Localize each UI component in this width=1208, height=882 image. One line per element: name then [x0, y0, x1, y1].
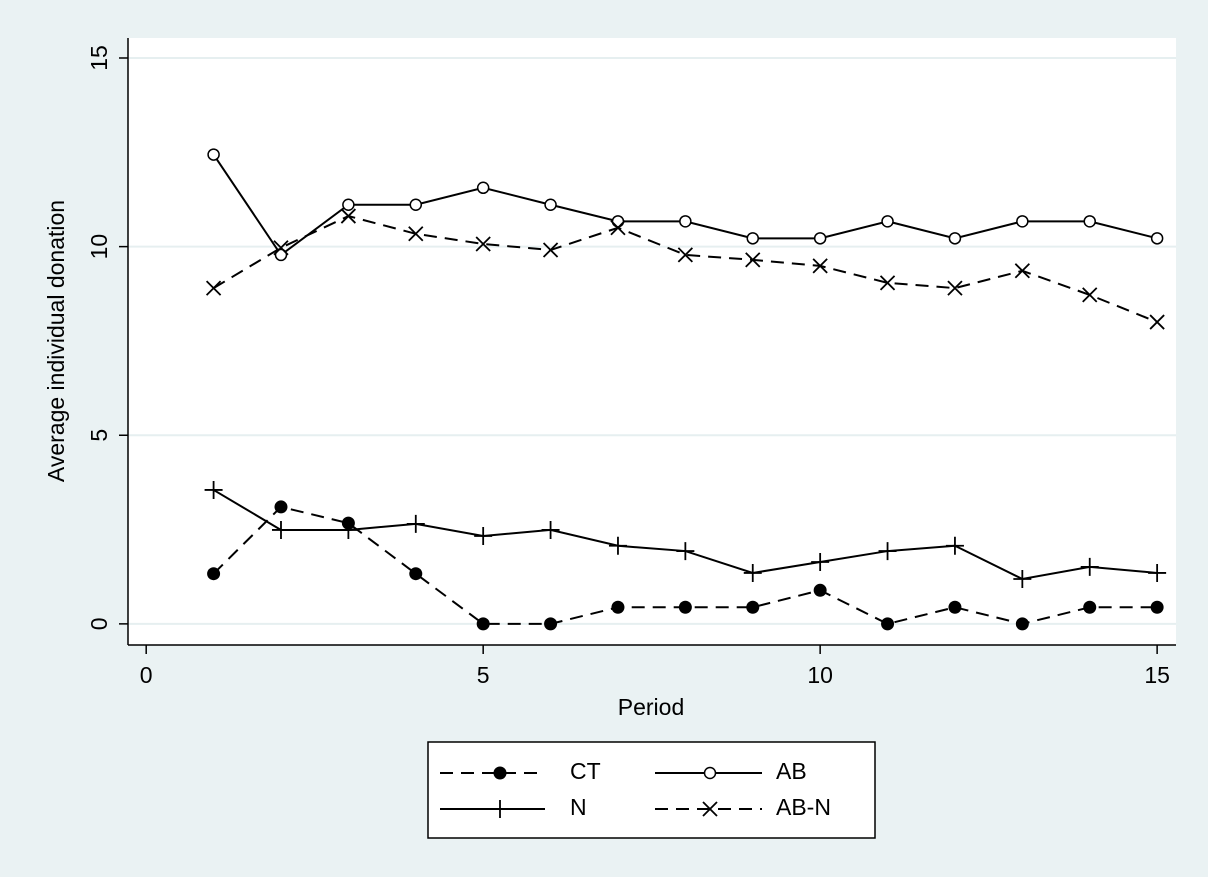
legend-label: AB [776, 758, 807, 784]
marker [271, 520, 290, 539]
marker [274, 248, 288, 262]
marker [205, 280, 222, 296]
marker [611, 215, 625, 228]
marker [340, 208, 357, 224]
y-tick-label: 5 [86, 429, 112, 442]
legend-box [427, 741, 876, 839]
marker [743, 563, 762, 582]
marker [342, 198, 355, 211]
x-tick-label: 5 [477, 662, 490, 688]
marker [703, 766, 717, 780]
marker [813, 583, 827, 597]
marker [1149, 314, 1165, 330]
marker [676, 542, 695, 561]
y-tick-label: 15 [86, 45, 112, 71]
marker [813, 232, 827, 245]
marker [207, 567, 221, 581]
marker [406, 514, 425, 533]
marker [878, 542, 897, 561]
marker [475, 236, 491, 252]
marker [745, 252, 761, 268]
marker [948, 232, 962, 245]
marker [273, 240, 289, 256]
marker [881, 617, 895, 631]
legend-label: CT [570, 758, 601, 784]
x-axis-title: Period [618, 694, 684, 720]
marker [544, 617, 558, 631]
y-tick-label: 0 [86, 617, 112, 630]
marker [1016, 215, 1029, 228]
marker [677, 247, 693, 263]
marker [476, 617, 490, 631]
plot-area [128, 38, 1176, 645]
marker [409, 567, 423, 581]
marker [678, 600, 692, 614]
marker [1150, 600, 1164, 614]
marker [204, 480, 223, 499]
marker [1083, 600, 1097, 614]
marker [948, 600, 962, 614]
x-tick-label: 0 [140, 662, 153, 688]
y-axis-title: Average individual donation [43, 200, 69, 482]
marker [541, 520, 560, 539]
marker [491, 800, 509, 818]
marker [1014, 263, 1030, 279]
marker [274, 500, 288, 514]
marker [610, 220, 626, 236]
marker [408, 226, 424, 242]
marker [746, 600, 760, 614]
marker [1080, 557, 1099, 576]
legend-label: N [570, 794, 587, 820]
marker [702, 801, 718, 817]
marker [679, 215, 692, 228]
x-tick-label: 15 [1144, 662, 1170, 688]
series-line [213, 215, 1158, 323]
marker [1148, 563, 1167, 582]
y-tick-label: 10 [86, 234, 112, 260]
marker [881, 215, 894, 228]
marker [476, 181, 490, 195]
marker [611, 600, 625, 614]
marker [1015, 617, 1029, 631]
marker [493, 766, 507, 780]
marker [1082, 287, 1098, 303]
marker [474, 526, 493, 545]
marker [608, 536, 627, 555]
marker [339, 520, 358, 539]
marker [1150, 232, 1164, 245]
marker [542, 242, 559, 258]
marker [1083, 215, 1096, 228]
marker [1013, 569, 1032, 588]
marker [947, 280, 963, 296]
marker [409, 198, 423, 211]
marker [945, 536, 964, 555]
marker [812, 258, 828, 274]
x-tick-label: 10 [807, 662, 833, 688]
marker [207, 148, 220, 161]
marker [544, 198, 557, 211]
legend-label: AB-N [776, 794, 831, 820]
marker [746, 232, 760, 245]
marker [879, 275, 896, 291]
marker [811, 553, 830, 572]
